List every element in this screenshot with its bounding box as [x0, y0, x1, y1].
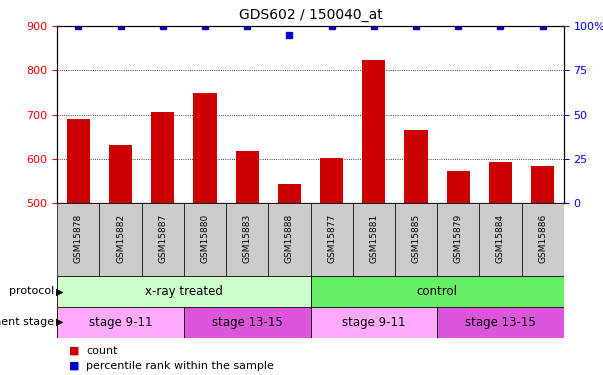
Bar — [479, 203, 522, 276]
Text: development stage: development stage — [0, 317, 54, 327]
Text: GSM15885: GSM15885 — [412, 213, 420, 262]
Bar — [522, 203, 564, 276]
Bar — [268, 203, 311, 276]
Text: x-ray treated: x-ray treated — [145, 285, 223, 298]
Text: GSM15886: GSM15886 — [538, 213, 547, 262]
Bar — [99, 203, 142, 276]
Bar — [489, 162, 512, 203]
Bar — [437, 203, 479, 276]
Bar — [57, 307, 184, 338]
Bar — [194, 93, 216, 203]
Bar — [405, 130, 428, 203]
Text: stage 9-11: stage 9-11 — [342, 316, 406, 328]
Bar — [320, 158, 343, 203]
Title: GDS602 / 150040_at: GDS602 / 150040_at — [239, 9, 382, 22]
Text: protocol: protocol — [9, 286, 54, 296]
Bar — [531, 166, 554, 203]
Bar — [57, 203, 99, 276]
Bar — [109, 145, 132, 203]
Text: GSM15882: GSM15882 — [116, 213, 125, 262]
Text: stage 9-11: stage 9-11 — [89, 316, 153, 328]
Text: count: count — [86, 346, 118, 355]
Text: ■: ■ — [69, 361, 80, 370]
Bar — [142, 203, 184, 276]
Bar — [57, 276, 311, 307]
Text: stage 13-15: stage 13-15 — [212, 316, 283, 328]
Text: stage 13-15: stage 13-15 — [465, 316, 536, 328]
Bar — [184, 307, 311, 338]
Text: percentile rank within the sample: percentile rank within the sample — [86, 361, 274, 370]
Bar — [311, 276, 564, 307]
Bar — [362, 60, 385, 203]
Bar — [311, 307, 437, 338]
Text: ▶: ▶ — [56, 317, 63, 327]
Text: ▶: ▶ — [56, 286, 63, 296]
Bar — [184, 203, 226, 276]
Bar — [447, 171, 470, 203]
Bar — [151, 112, 174, 203]
Text: GSM15888: GSM15888 — [285, 213, 294, 262]
Bar — [353, 203, 395, 276]
Text: control: control — [417, 285, 458, 298]
Bar — [395, 203, 437, 276]
Text: GSM15883: GSM15883 — [243, 213, 251, 262]
Bar — [311, 203, 353, 276]
Bar — [226, 203, 268, 276]
Text: GSM15879: GSM15879 — [454, 213, 463, 262]
Text: GSM15887: GSM15887 — [159, 213, 167, 262]
Text: GSM15878: GSM15878 — [74, 213, 83, 262]
Bar — [67, 119, 90, 203]
Text: ■: ■ — [69, 346, 80, 355]
Bar — [437, 307, 564, 338]
Text: GSM15881: GSM15881 — [370, 213, 378, 262]
Text: GSM15880: GSM15880 — [201, 213, 209, 262]
Bar — [236, 151, 259, 203]
Bar — [278, 184, 301, 203]
Text: GSM15884: GSM15884 — [496, 213, 505, 262]
Text: GSM15877: GSM15877 — [327, 213, 336, 262]
